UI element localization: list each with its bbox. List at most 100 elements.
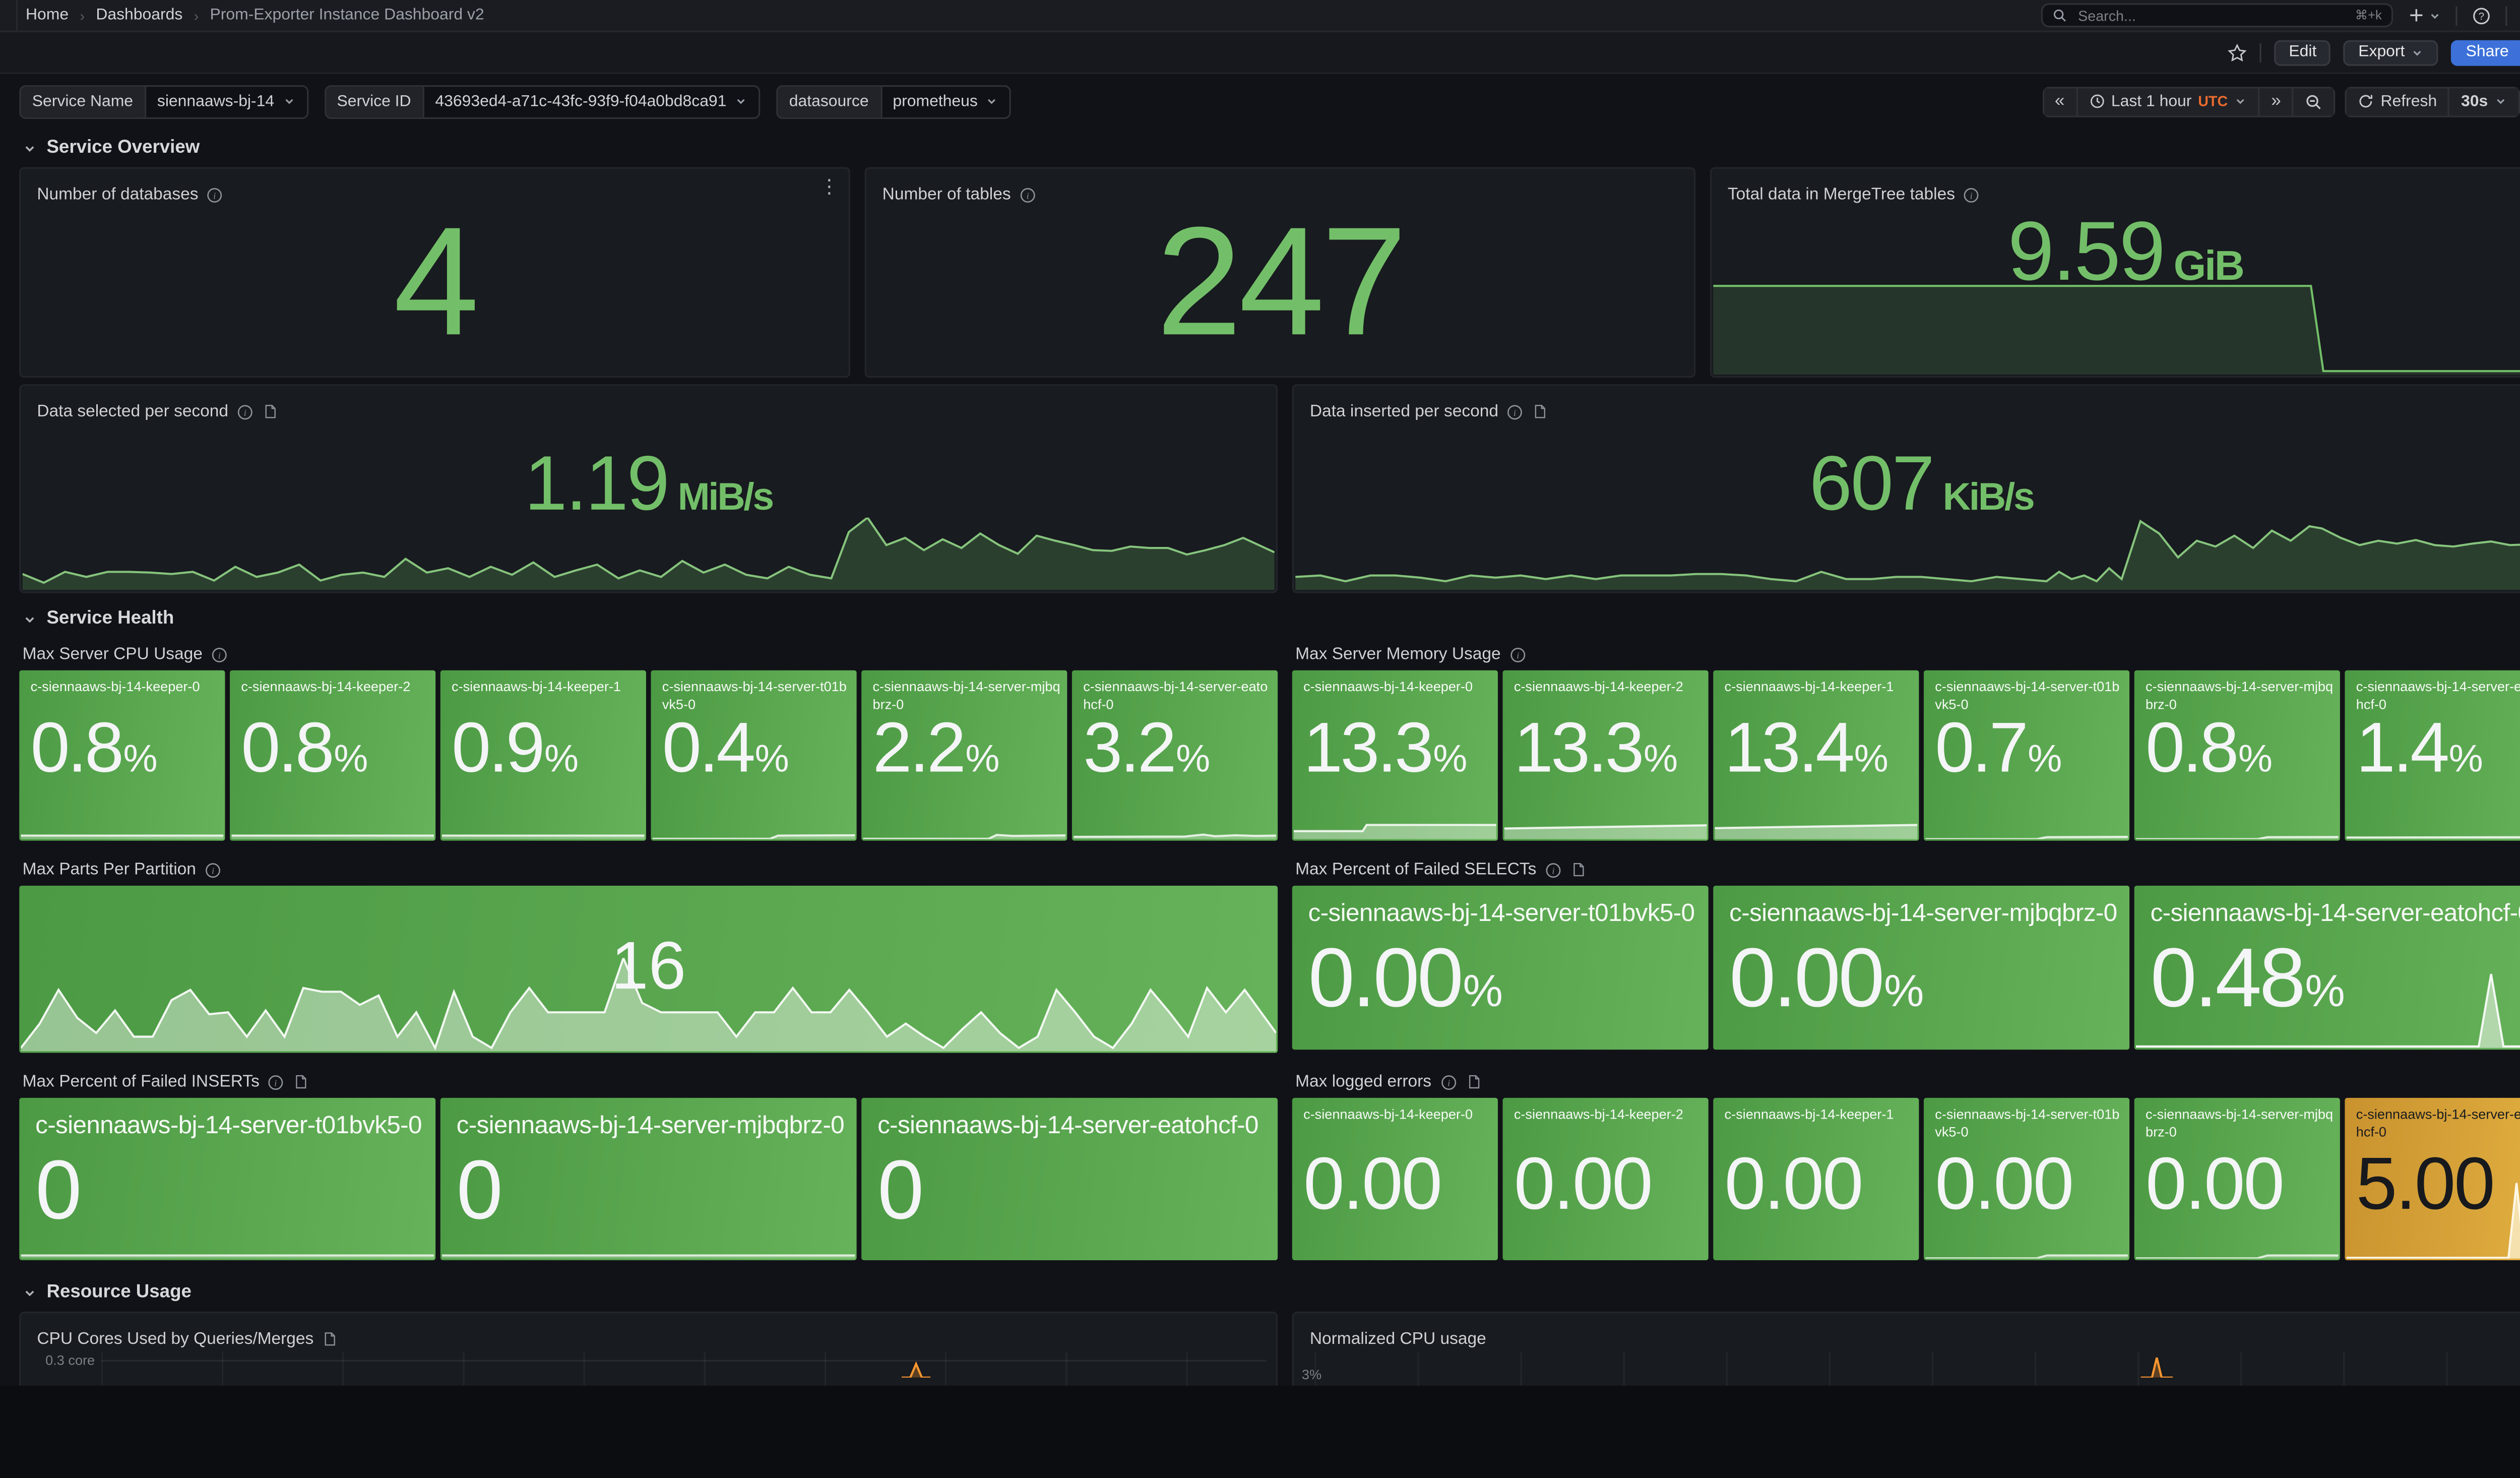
breadcrumb-home[interactable]: Home bbox=[26, 6, 69, 24]
divider bbox=[2505, 6, 2507, 25]
tile-sparkline bbox=[2135, 1252, 2339, 1259]
panel-header[interactable]: Max Percent of Failed INSERTs i bbox=[19, 1066, 1278, 1098]
tile-value: 0.7% bbox=[1935, 709, 2062, 788]
panel-header[interactable]: Total data in MergeTree tables i bbox=[1712, 169, 2520, 211]
panel-links-icon[interactable] bbox=[322, 1331, 338, 1347]
time-range-picker[interactable]: Last 1 hour UTC bbox=[2077, 86, 2260, 117]
stat-tile: c-siennaaws-bj-14-keeper-2 13.3% bbox=[1502, 670, 1709, 841]
panel-data-inserted-per-second: Data inserted per second i 607 KiB/s bbox=[1292, 384, 2520, 593]
svg-text:i: i bbox=[1517, 650, 1519, 660]
refresh-button[interactable]: Refresh bbox=[2345, 86, 2450, 117]
panel-total-data-mergetree: Total data in MergeTree tables i 9.59 GiB bbox=[1710, 167, 2520, 378]
info-icon[interactable]: i bbox=[206, 186, 224, 203]
variable-service-id: Service ID 43693ed4-a71c-43fc-93f9-f04a0… bbox=[324, 84, 761, 118]
stat-value: 1.19 MiB/s bbox=[524, 442, 774, 527]
panel-header[interactable]: Number of databases i bbox=[21, 169, 848, 211]
panel-links-icon[interactable] bbox=[1465, 1074, 1481, 1090]
tile-server-name: c-siennaaws-bj-14-keeper-1 bbox=[452, 678, 621, 695]
panel-header[interactable]: Data selected per second i bbox=[21, 386, 1276, 427]
section-service-health[interactable]: Service Health bbox=[23, 609, 2520, 629]
tile-sparkline bbox=[2346, 833, 2520, 839]
panel-header[interactable]: Max Parts Per Partition i bbox=[19, 853, 1278, 886]
svg-text:i: i bbox=[214, 190, 217, 200]
variable-value-dropdown[interactable]: prometheus bbox=[879, 86, 1010, 117]
panel-header[interactable]: Max Server Memory Usage i bbox=[1292, 638, 2520, 670]
tile-value: 0 bbox=[877, 1144, 924, 1238]
variable-value-dropdown[interactable]: siennaaws-bj-14 bbox=[144, 86, 306, 117]
stat-tile: c-siennaaws-bj-14-server-t01bvk5-0 0.4% bbox=[651, 670, 857, 841]
panel-header[interactable]: CPU Cores Used by Queries/Merges bbox=[21, 1313, 1276, 1355]
time-shift-back-button[interactable]: « bbox=[2042, 86, 2077, 117]
info-icon[interactable]: i bbox=[1506, 403, 1524, 420]
export-button[interactable]: Export bbox=[2344, 39, 2439, 66]
info-icon[interactable]: i bbox=[211, 645, 228, 663]
panel-header[interactable]: Data inserted per second i bbox=[1294, 386, 2520, 427]
tile-server-name: c-siennaaws-bj-14-server-t01bvk5-0 bbox=[662, 678, 847, 712]
sparkline bbox=[22, 517, 1275, 590]
tile-server-name: c-siennaaws-bj-14-keeper-0 bbox=[30, 678, 200, 695]
panel-max-logged-errors: Max logged errors i c-siennaaws-bj-14-ke… bbox=[1292, 1066, 2520, 1260]
info-icon[interactable]: i bbox=[1963, 186, 1981, 203]
info-icon[interactable]: i bbox=[204, 861, 222, 879]
time-shift-forward-button[interactable]: » bbox=[2259, 86, 2294, 117]
tile-value: 13.4% bbox=[1724, 709, 1888, 788]
tile-sparkline bbox=[442, 833, 645, 839]
tile-value: 0.00 bbox=[2146, 1141, 2285, 1225]
chevron-down-icon bbox=[2431, 13, 2439, 18]
tile-value: 16 bbox=[611, 927, 686, 1003]
tile-sparkline bbox=[1925, 1252, 2128, 1259]
panel-header[interactable]: Normalized CPU usage bbox=[1309, 1329, 1486, 1349]
stat-tile: c-siennaaws-bj-14-keeper-1 13.4% bbox=[1713, 670, 1919, 841]
stat-tile: c-siennaaws-bj-14-keeper-2 0.00 bbox=[1502, 1097, 1709, 1260]
help-icon[interactable]: ? bbox=[2472, 6, 2491, 25]
stat-tile: c-siennaaws-bj-14-server-t01bvk5-0 0.00% bbox=[1292, 886, 1709, 1050]
section-resource-usage[interactable]: Resource Usage bbox=[23, 1283, 2520, 1302]
chevron-down-icon bbox=[25, 1289, 34, 1296]
panel-menu-kebab-icon[interactable]: ⋮ bbox=[820, 175, 839, 198]
tile-server-name: c-siennaaws-bj-14-server-eatohcf-0 bbox=[2356, 678, 2520, 712]
search-input-box[interactable]: ⌘+k bbox=[2041, 3, 2393, 28]
stat-tile: c-siennaaws-bj-14-server-t01bvk5-0 0 bbox=[19, 1097, 436, 1260]
tile-server-name: c-siennaaws-bj-14-server-t01bvk5-0 bbox=[1308, 900, 1695, 928]
section-service-overview[interactable]: Service Overview bbox=[23, 138, 2520, 158]
share-button[interactable]: Share bbox=[2451, 39, 2520, 66]
panel-links-icon[interactable] bbox=[1570, 861, 1586, 878]
favorite-star-icon[interactable] bbox=[2228, 43, 2247, 62]
tile-value: 0.00% bbox=[1729, 932, 1924, 1026]
stat-tile: c-siennaaws-bj-14-server-mjbqbrz-0 2.2% bbox=[861, 670, 1067, 841]
info-icon[interactable]: i bbox=[1439, 1073, 1457, 1091]
svg-text:i: i bbox=[1552, 865, 1554, 875]
panel-number-of-databases: Number of databases i ⋮ 4 bbox=[19, 167, 850, 378]
tile-sparkline bbox=[21, 1252, 434, 1259]
variable-value-dropdown[interactable]: 43693ed4-a71c-43fc-93f9-f04a0bd8ca91 bbox=[422, 86, 759, 117]
variable-label: Service ID bbox=[326, 86, 422, 117]
panel-header[interactable]: Max logged errors i bbox=[1292, 1066, 2520, 1098]
stat-tile: c-siennaaws-bj-14-server-mjbqbrz-0 0.00 bbox=[2134, 1097, 2340, 1260]
info-icon[interactable]: i bbox=[268, 1073, 285, 1091]
info-icon[interactable]: i bbox=[1544, 861, 1562, 879]
stat-tile: c-siennaaws-bj-14-keeper-1 0.9% bbox=[440, 670, 646, 841]
panel-links-icon[interactable] bbox=[293, 1074, 309, 1090]
panel-header[interactable]: Number of tables i bbox=[866, 169, 1694, 211]
breadcrumb-dashboards[interactable]: Dashboards bbox=[96, 6, 183, 24]
panel-links-icon[interactable] bbox=[262, 403, 278, 419]
info-icon[interactable]: i bbox=[1509, 645, 1527, 663]
info-icon[interactable]: i bbox=[236, 403, 254, 420]
info-icon[interactable]: i bbox=[1019, 186, 1037, 203]
refresh-icon bbox=[2360, 95, 2373, 108]
zoom-out-time-button[interactable] bbox=[2294, 86, 2336, 117]
stat-tile: c-siennaaws-bj-14-server-t01bvk5-0 0.00 bbox=[1923, 1097, 2130, 1260]
refresh-interval-dropdown[interactable]: 30s bbox=[2449, 86, 2520, 117]
edit-button[interactable]: Edit bbox=[2274, 39, 2332, 66]
add-new-button[interactable] bbox=[2408, 7, 2441, 24]
tile-value: 13.3% bbox=[1514, 709, 1678, 788]
panel-header[interactable]: Max Percent of Failed SELECTs i bbox=[1292, 853, 2520, 886]
search-shortcut: ⌘+k bbox=[2355, 8, 2382, 23]
svg-text:i: i bbox=[1971, 190, 1973, 200]
panel-links-icon[interactable] bbox=[1532, 403, 1548, 419]
search-input[interactable] bbox=[2074, 6, 2347, 25]
tile-value: 0.8% bbox=[30, 709, 158, 788]
divider bbox=[2259, 42, 2262, 62]
svg-text:i: i bbox=[1447, 1077, 1450, 1087]
panel-header[interactable]: Max Server CPU Usage i bbox=[19, 638, 1278, 670]
